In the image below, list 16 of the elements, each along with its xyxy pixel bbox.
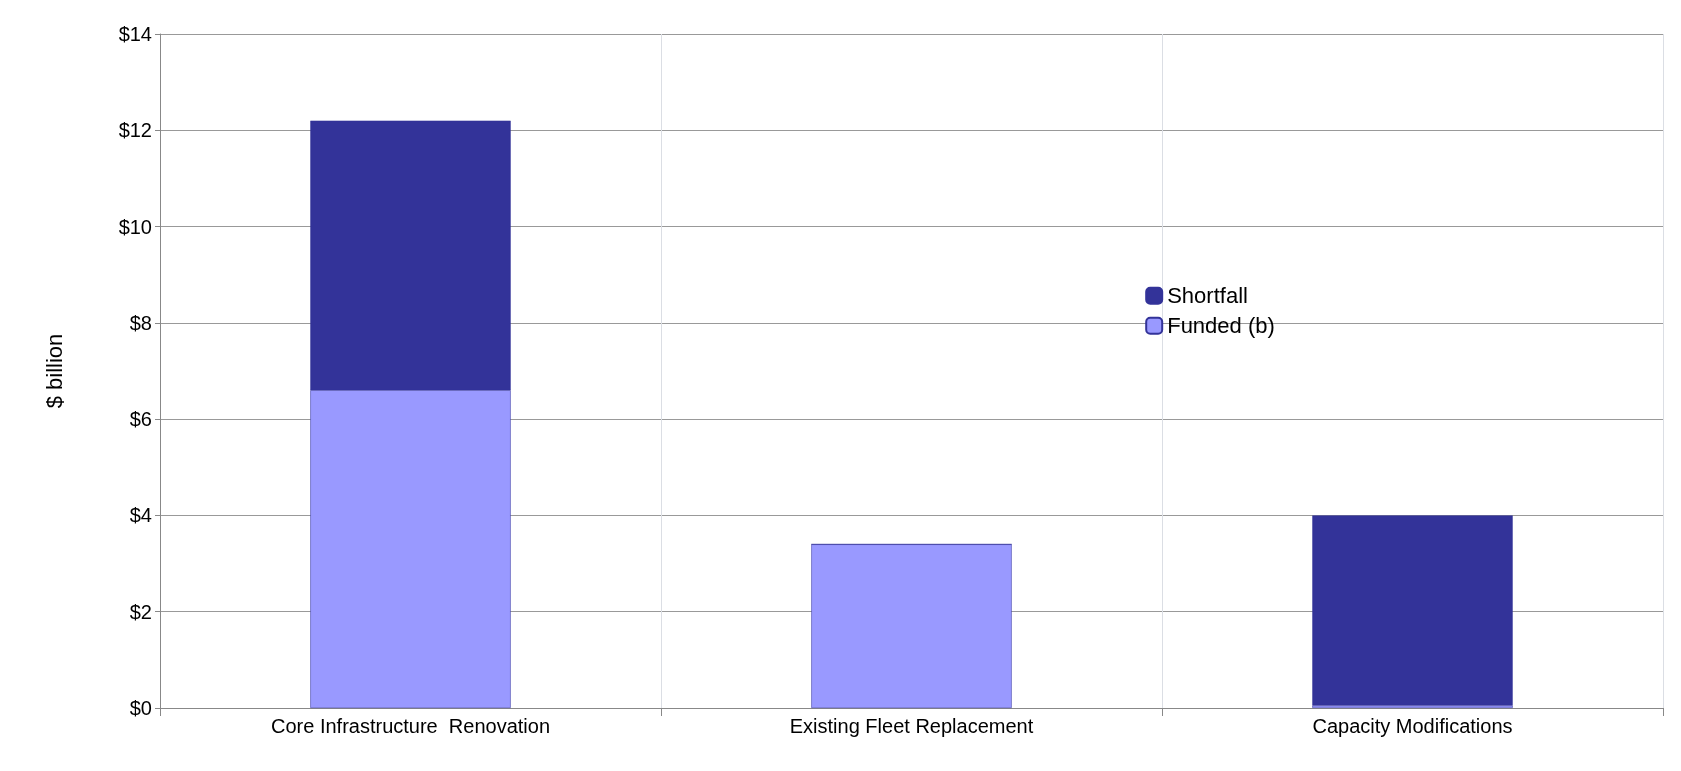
x-tick-label: Core Infrastructure Renovation (270, 715, 551, 737)
bar (1312, 515, 1513, 706)
y-axis-title: $ billion (41, 333, 67, 409)
y-tick-label: $8 (129, 311, 152, 334)
y-tick-label: $14 (118, 23, 152, 45)
bar (811, 544, 1012, 708)
y-tick-label: $6 (129, 408, 152, 431)
y-tick-label: $4 (129, 504, 152, 527)
x-tick-label: Capacity Modifications (1312, 715, 1513, 737)
x-tick-label: Existing Fleet Replacement (789, 715, 1034, 737)
y-tick-label: $2 (129, 600, 152, 623)
legend-label: Funded (b) (1167, 313, 1275, 339)
y-tick-label: $12 (118, 119, 152, 142)
y-tick-label: $10 (118, 215, 152, 238)
y-tick-label: $0 (129, 697, 152, 719)
legend-label: Shortfall (1167, 283, 1248, 309)
